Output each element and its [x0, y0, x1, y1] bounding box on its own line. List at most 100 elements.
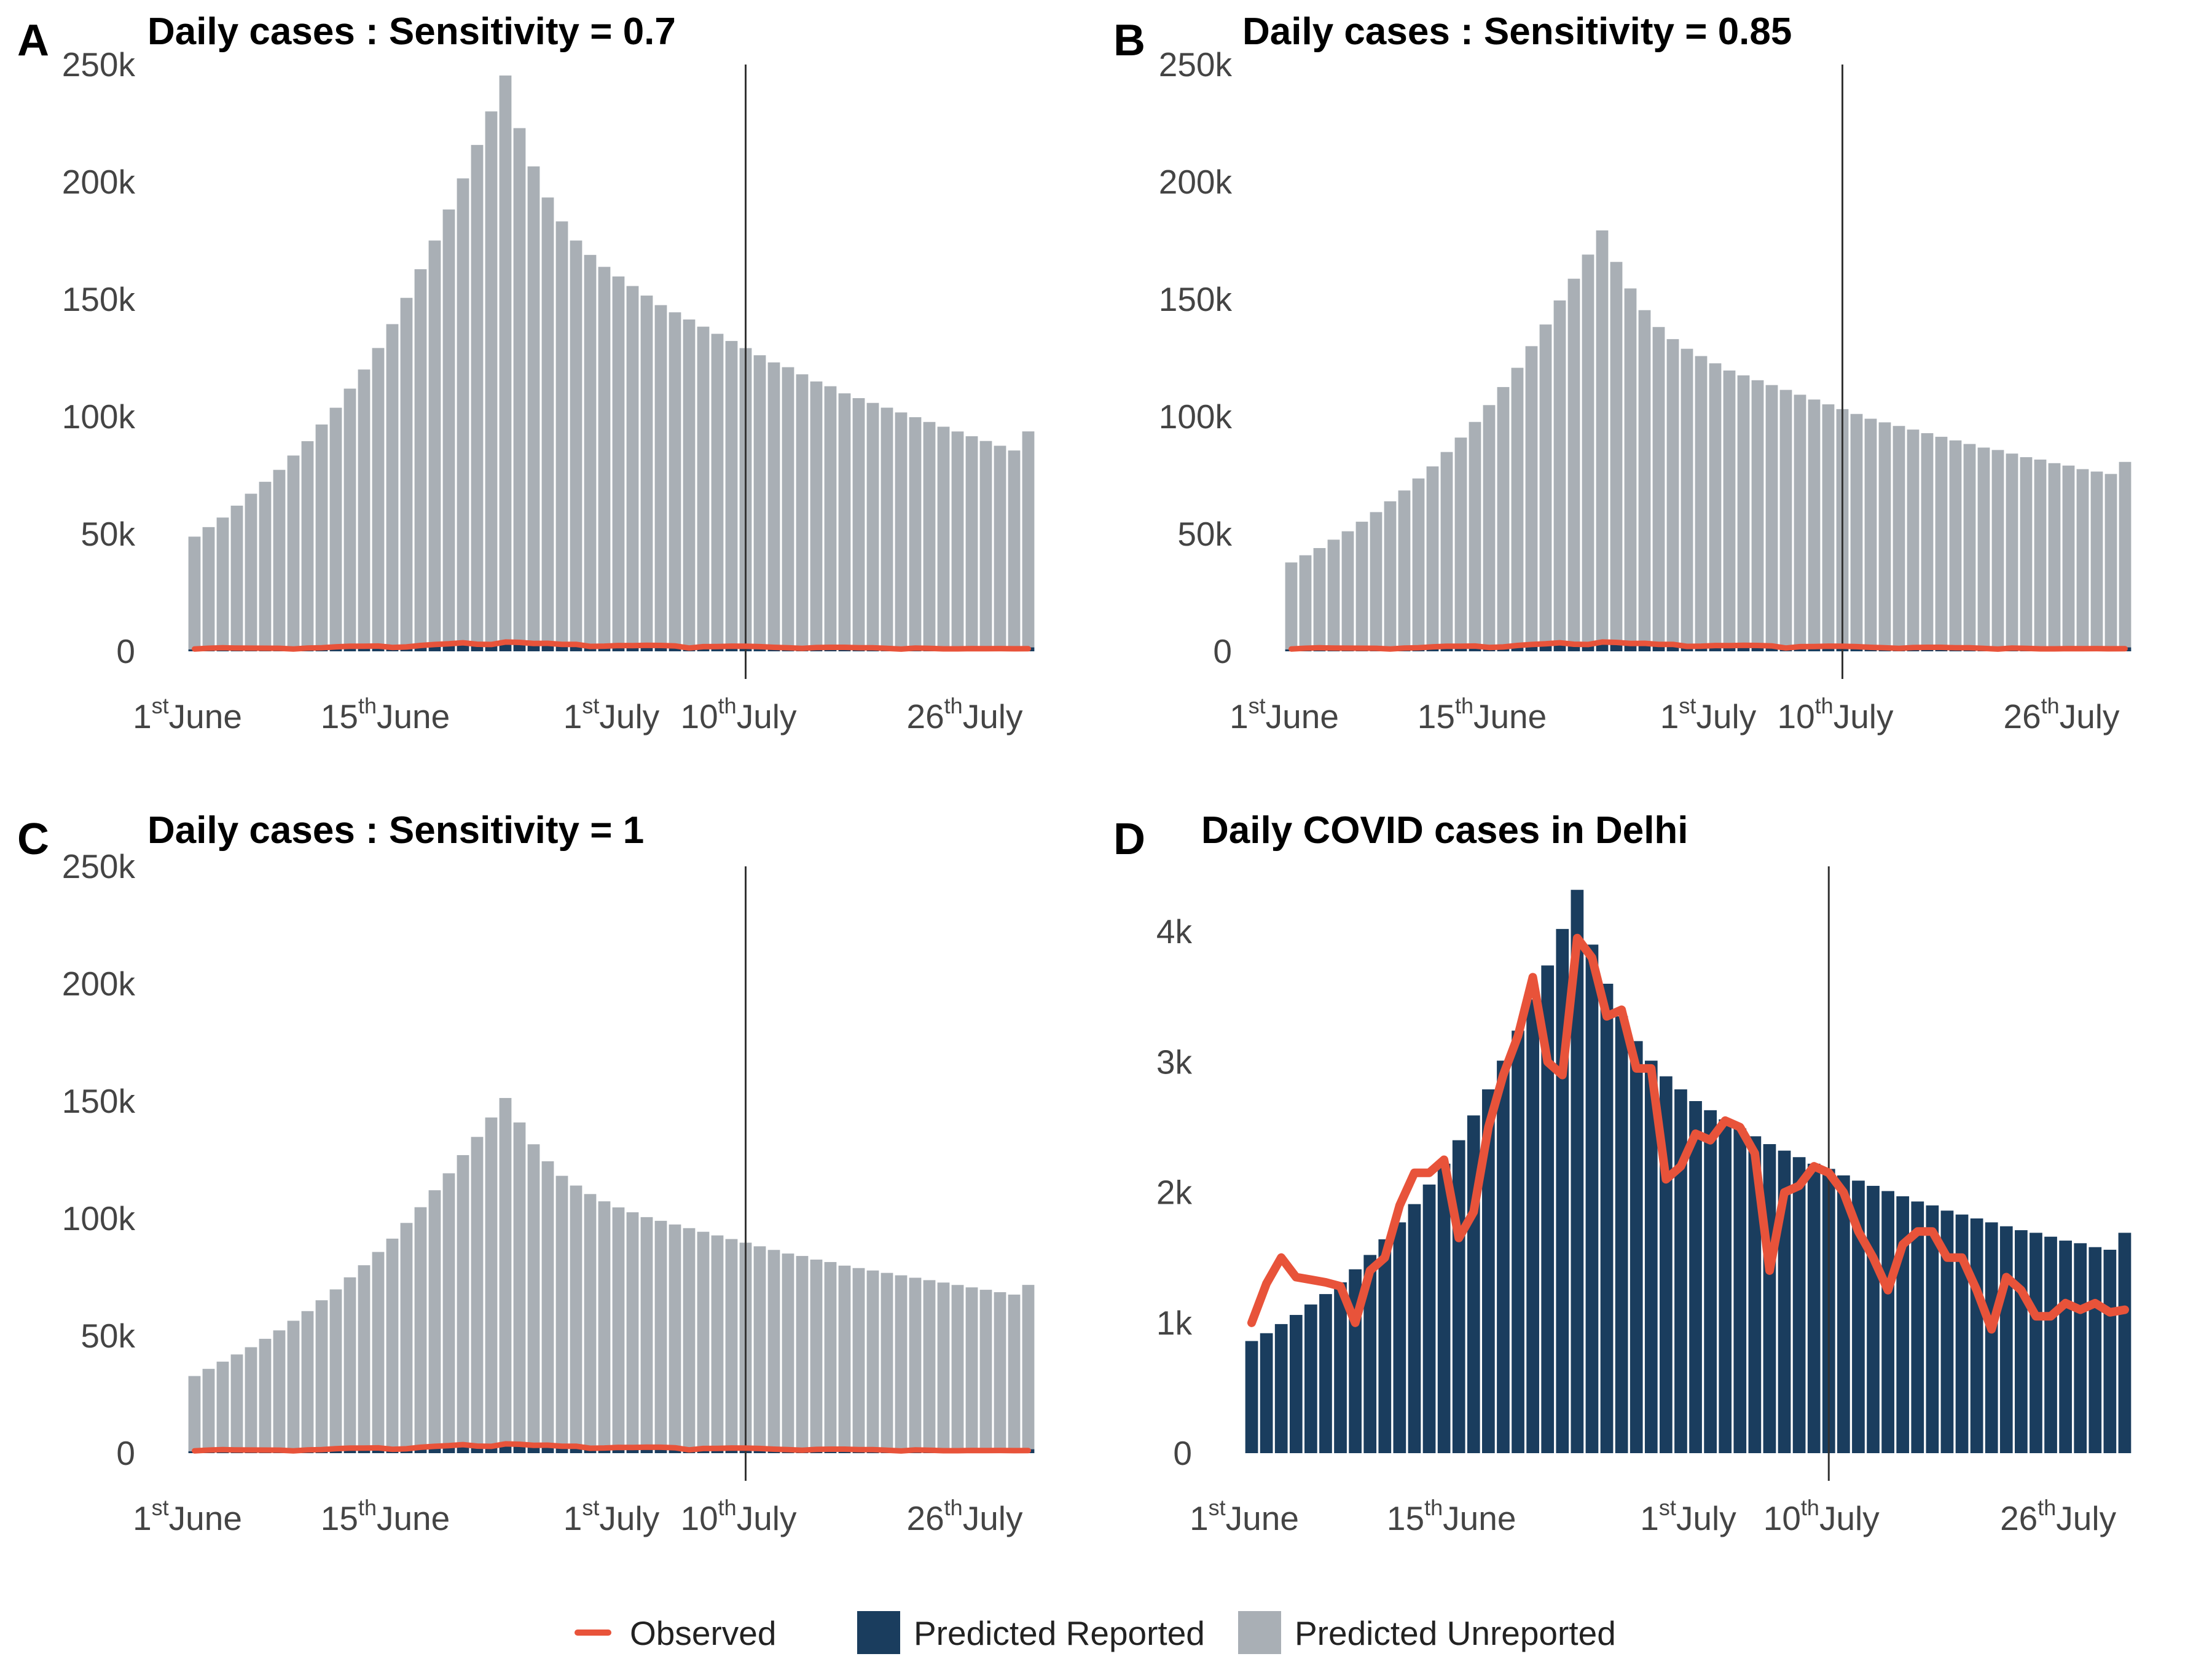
observed-line: [192, 1441, 1031, 1454]
bar-reported: [1497, 1061, 1510, 1453]
panel-title: Daily cases : Sensitivity = 0.85: [1242, 10, 1792, 53]
x-tick-suffix: st: [582, 693, 599, 718]
bar-unreported: [1341, 531, 1354, 649]
bar-reported: [1940, 1210, 1954, 1453]
y-tick-label: 200k: [62, 965, 136, 1003]
bar-unreported: [838, 1265, 851, 1449]
bar-unreported: [852, 1268, 865, 1449]
bar-unreported: [880, 1273, 893, 1449]
bar-reported: [640, 645, 653, 651]
bar-unreported: [1624, 288, 1637, 643]
bar-unreported: [499, 75, 512, 641]
x-tick-label: 1stJuly: [1660, 693, 1757, 735]
y-tick-label: 2k: [1156, 1174, 1193, 1212]
bar-unreported: [895, 1275, 908, 1449]
x-tick-suffix: st: [152, 1495, 169, 1520]
x-tick-label: 26thJuly: [906, 693, 1023, 735]
bar-unreported: [598, 267, 611, 645]
x-tick-day: 26: [906, 1499, 944, 1537]
bar-unreported: [1963, 444, 1976, 648]
bar-unreported: [301, 1311, 314, 1450]
bar-unreported: [584, 1194, 597, 1446]
bar-reported: [1867, 1185, 1880, 1453]
bar-unreported: [527, 1144, 540, 1445]
bar-unreported: [485, 1117, 498, 1444]
bar-reported: [1881, 1191, 1894, 1453]
bar-unreported: [372, 1252, 385, 1448]
bar-reported: [1422, 1184, 1436, 1453]
bar-unreported: [457, 178, 469, 643]
x-tick-month: June: [1473, 697, 1547, 735]
bar-reported: [1437, 1163, 1451, 1453]
bar-reported: [2059, 1241, 2072, 1453]
bar-reported: [1585, 944, 1599, 1453]
bar-unreported: [951, 431, 964, 648]
x-tick-month: July: [1676, 1499, 1736, 1537]
x-tick-label: 10thJuly: [680, 693, 797, 735]
bar-reported: [1378, 1239, 1392, 1453]
x-tick-suffix: th: [1424, 1495, 1443, 1520]
bar-reported: [1807, 1163, 1821, 1453]
bar-unreported: [1539, 324, 1552, 644]
bar-unreported: [1022, 431, 1035, 648]
panel-letter: D: [1113, 815, 1145, 864]
observed-line: [1247, 933, 2129, 1334]
x-tick-month: July: [1696, 697, 1756, 735]
x-tick-day: 1: [1190, 1499, 1209, 1537]
x-tick-month: July: [737, 1499, 797, 1537]
bar-unreported: [626, 1212, 639, 1447]
bar-unreported: [1610, 262, 1623, 643]
bar-unreported: [782, 367, 794, 647]
x-tick-label: 26thJuly: [2003, 693, 2120, 735]
bar-reported: [1689, 1101, 1702, 1453]
legend-unreported-label: Predicted Unreported: [1295, 1614, 1616, 1652]
x-tick-day: 15: [321, 1499, 358, 1537]
bar-unreported: [640, 1217, 653, 1448]
x-tick-label: 1stJuly: [563, 1495, 660, 1537]
bar-unreported: [909, 417, 922, 648]
bar-unreported: [810, 1259, 823, 1449]
bar-unreported: [1454, 437, 1467, 647]
y-tick-label: 100k: [62, 398, 136, 436]
bar-unreported: [301, 441, 314, 648]
bar-unreported: [570, 240, 582, 645]
x-tick-label: 26thJuly: [2000, 1495, 2117, 1537]
x-tick-month: July: [737, 697, 797, 735]
bar-unreported: [457, 1155, 469, 1445]
bar-reported: [2103, 1249, 2117, 1453]
bar-reported: [1440, 646, 1453, 651]
x-tick-day: 1: [1660, 697, 1679, 735]
bar-unreported: [951, 1285, 964, 1449]
bar-unreported: [1638, 310, 1651, 644]
bar-unreported: [527, 166, 540, 643]
bar-unreported: [1469, 422, 1481, 646]
x-tick-month: June: [377, 697, 450, 735]
bar-reported: [1926, 1205, 1939, 1453]
x-tick-label: 15thJune: [321, 693, 450, 735]
x-tick-suffix: th: [358, 1495, 377, 1520]
y-tick-label: 150k: [62, 1082, 136, 1120]
bar-reported: [654, 1447, 667, 1453]
x-tick-suffix: th: [1801, 1495, 1819, 1520]
bar-unreported: [541, 197, 554, 644]
x-tick-day: 10: [680, 697, 718, 735]
bar-unreported: [329, 1289, 342, 1449]
y-tick-label: 0: [1213, 632, 1232, 670]
bar-unreported: [202, 1368, 215, 1451]
bar-unreported: [1511, 367, 1524, 645]
legend: Observed Predicted Reported Predicted Unre…: [575, 1611, 1616, 1654]
x-tick-suffix: st: [1679, 693, 1696, 718]
x-tick-month: June: [1226, 1499, 1299, 1537]
bar-reported: [2074, 1243, 2087, 1453]
x-tick-day: 1: [563, 697, 582, 735]
x-tick-suffix: st: [582, 1495, 599, 1520]
bar-unreported: [216, 1362, 229, 1451]
x-tick-label: 1stJuly: [1640, 1495, 1736, 1537]
bar-reported: [1512, 1030, 1524, 1453]
bar-reported: [1674, 1089, 1687, 1453]
bar-reported: [1289, 1315, 1303, 1453]
panel-letter: C: [17, 815, 49, 864]
bar-unreported: [1991, 450, 2004, 648]
bar-unreported: [343, 1277, 356, 1449]
